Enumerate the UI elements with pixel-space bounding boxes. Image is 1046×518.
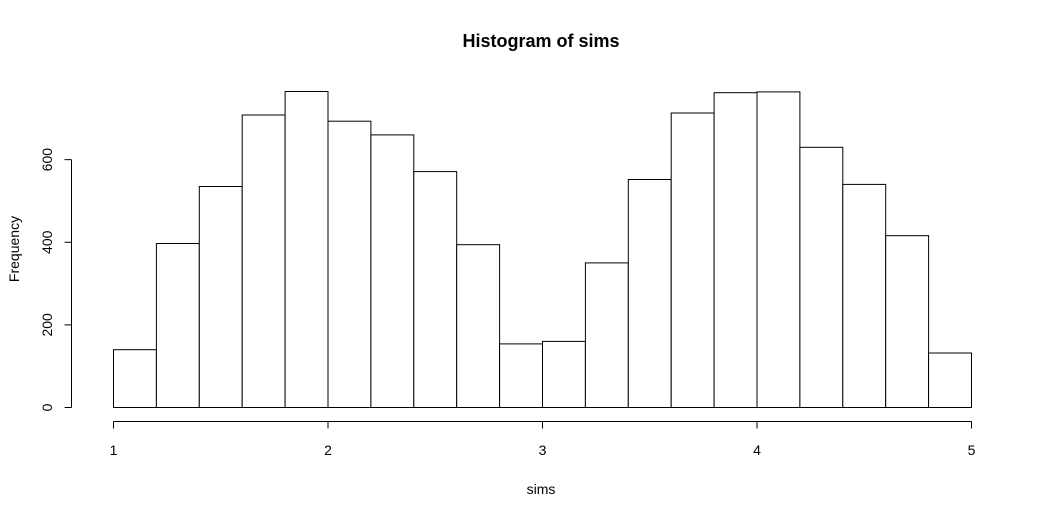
- histogram-bar: [756, 91, 801, 409]
- histogram-bar: [241, 114, 286, 408]
- histogram-bar: [327, 120, 372, 408]
- histogram-bar: [885, 235, 930, 408]
- x-tick-label: 2: [324, 442, 332, 458]
- y-tick-label: 200: [39, 313, 55, 337]
- x-tick-label: 3: [539, 442, 547, 458]
- histogram-bar: [113, 349, 157, 409]
- y-tick-label: 0: [39, 403, 55, 411]
- histogram-bar: [413, 171, 458, 408]
- histogram-bar: [713, 92, 758, 408]
- histogram-bar: [155, 243, 200, 408]
- histogram-bar: [542, 340, 586, 408]
- histogram-bar: [456, 244, 501, 408]
- y-tick-label: 600: [39, 148, 55, 172]
- histogram-bar: [284, 91, 329, 408]
- histogram-bar: [499, 343, 544, 408]
- x-tick-label: 5: [968, 442, 976, 458]
- x-tick-label: 1: [110, 442, 118, 458]
- y-axis-label: Frequency: [6, 216, 22, 282]
- y-axis: 0 200 400 600: [39, 148, 72, 411]
- histogram-bar: [198, 186, 243, 408]
- x-tick-label: 4: [753, 442, 761, 458]
- y-tick-label: 400: [39, 230, 55, 254]
- histogram-bar: [842, 183, 887, 408]
- histogram-bar: [670, 112, 715, 408]
- histogram-bar: [928, 352, 972, 408]
- chart-title: Histogram of sims: [462, 31, 619, 51]
- histogram-bar: [370, 134, 415, 408]
- histogram-bar: [627, 179, 672, 408]
- x-axis: 1 2 3 4 5: [110, 421, 976, 458]
- bars-group: [113, 91, 972, 409]
- histogram-bar: [799, 146, 844, 409]
- x-axis-label: sims: [527, 481, 556, 497]
- histogram-bar: [584, 262, 629, 408]
